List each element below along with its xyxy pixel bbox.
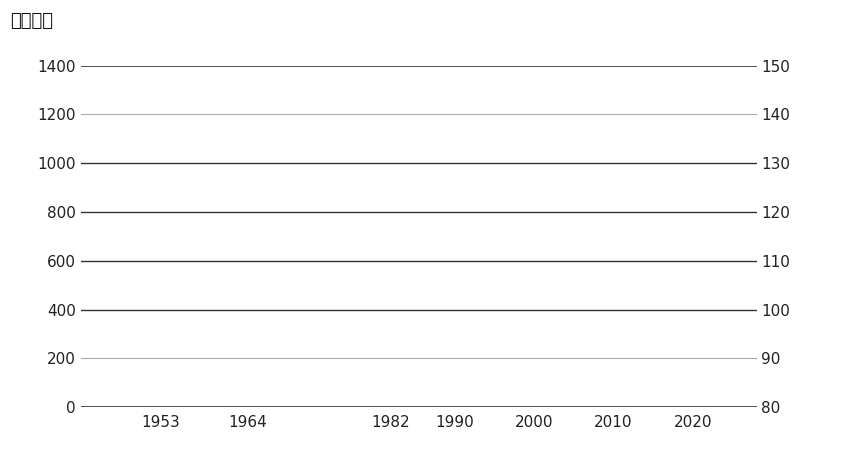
Text: 常住人口: 常住人口 [10, 12, 54, 29]
